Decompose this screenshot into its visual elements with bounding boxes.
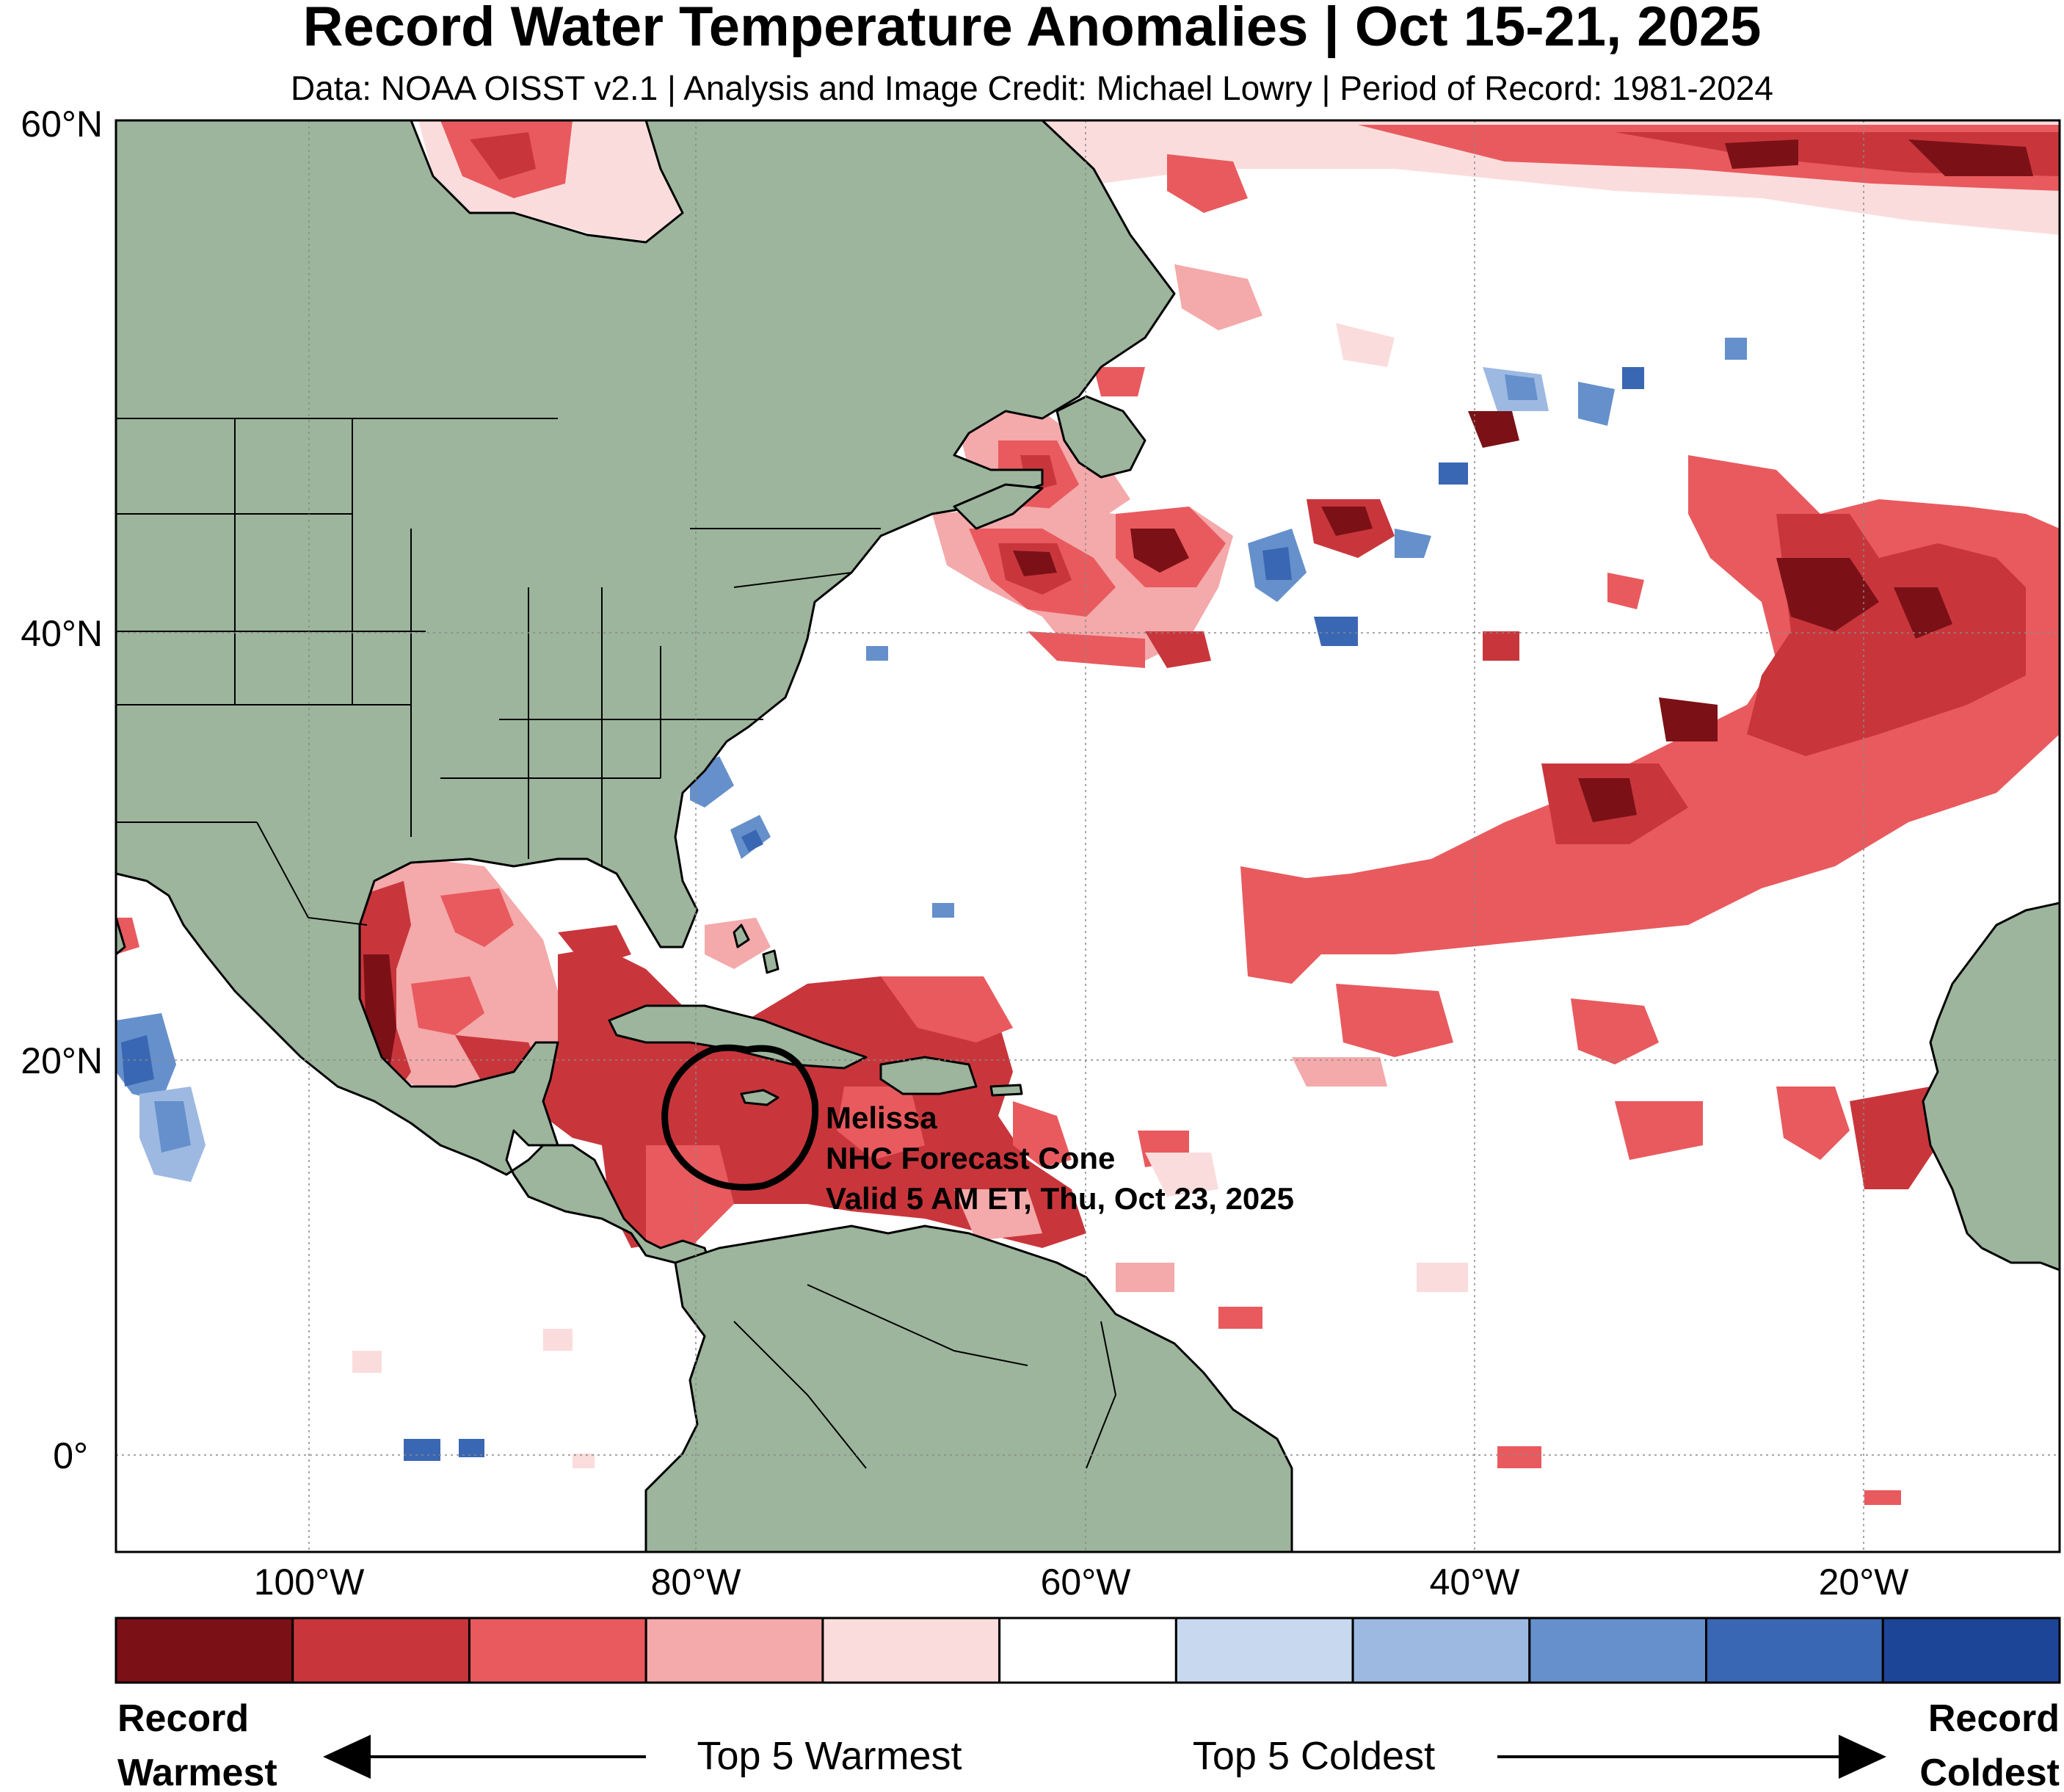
north-america bbox=[116, 120, 1176, 1308]
storm-name: Melissa bbox=[826, 1100, 937, 1135]
melissa-forecast-cone bbox=[661, 1044, 819, 1191]
anomaly-shading bbox=[116, 120, 2060, 1505]
colorbar-swatch-9 bbox=[1705, 1617, 1884, 1684]
cold-arrow-head bbox=[1839, 1735, 1886, 1779]
lat-label-40: 40°N bbox=[21, 613, 103, 654]
storm-valid-label: Valid 5 AM ET, Thu, Oct 23, 2025 bbox=[826, 1181, 1294, 1216]
colorbar-swatch-10 bbox=[1881, 1617, 2061, 1684]
cuba bbox=[608, 1004, 868, 1070]
africa bbox=[1922, 902, 2060, 1272]
map-frame bbox=[115, 119, 2061, 1553]
land-masses bbox=[116, 120, 2060, 1552]
hispaniola bbox=[879, 1056, 978, 1095]
colorbar-swatch-8 bbox=[1528, 1617, 1708, 1684]
colorbar-swatch-5 bbox=[998, 1617, 1177, 1684]
colorbar-swatch-2 bbox=[468, 1617, 647, 1684]
lon-label-20w: 20°W bbox=[1819, 1561, 1910, 1603]
storm-cone-label: NHC Forecast Cone bbox=[826, 1141, 1115, 1175]
legend-colorbar bbox=[115, 1617, 2061, 1684]
lon-label-40w: 40°W bbox=[1430, 1561, 1521, 1603]
colorbar-swatch-0 bbox=[115, 1617, 294, 1684]
colorbar-swatch-4 bbox=[821, 1617, 1001, 1684]
south-america bbox=[644, 1225, 1293, 1552]
legend-record-warmest-line1: Record bbox=[117, 1697, 249, 1740]
longitude-labels: 100°W 80°W 60°W 40°W 20°W bbox=[254, 1561, 1910, 1603]
graticule bbox=[116, 120, 2060, 1552]
lat-label-0: 0° bbox=[53, 1435, 88, 1476]
legend-record-coldest-line2: Coldest bbox=[1919, 1752, 2060, 1792]
colorbar-swatch-7 bbox=[1351, 1617, 1531, 1684]
colorbar-swatch-6 bbox=[1174, 1617, 1354, 1684]
latitude-labels: 60°N 40°N 20°N 0° bbox=[21, 104, 103, 1476]
lon-label-60w: 60°W bbox=[1041, 1561, 1132, 1603]
legend-record-coldest-line1: Record bbox=[1928, 1697, 2060, 1740]
legend-record-warmest-line2: Warmest bbox=[117, 1752, 277, 1792]
map-subtitle: Data: NOAA OISST v2.1 | Analysis and Ima… bbox=[291, 69, 1773, 107]
lat-label-60: 60°N bbox=[21, 104, 103, 145]
colorbar-swatch-1 bbox=[291, 1617, 470, 1684]
legend-labels: Record Warmest Record Coldest Top 5 Warm… bbox=[117, 1697, 2060, 1792]
jamaica bbox=[740, 1089, 780, 1106]
newfoundland bbox=[1055, 395, 1147, 479]
lon-label-100w: 100°W bbox=[254, 1561, 365, 1603]
colorbar-swatch-3 bbox=[644, 1617, 824, 1684]
map-title: Record Water Temperature Anomalies | Oct… bbox=[302, 0, 1762, 58]
lat-label-20: 20°N bbox=[21, 1040, 103, 1081]
political-borders bbox=[116, 418, 1117, 1469]
lon-label-80w: 80°W bbox=[651, 1561, 742, 1603]
warm-arrow-head bbox=[323, 1735, 371, 1779]
storm-annotation: Melissa NHC Forecast Cone Valid 5 AM ET,… bbox=[826, 1100, 1294, 1216]
legend-top5-coldest: Top 5 Coldest bbox=[1193, 1734, 1435, 1778]
legend-top5-warmest: Top 5 Warmest bbox=[697, 1734, 962, 1778]
